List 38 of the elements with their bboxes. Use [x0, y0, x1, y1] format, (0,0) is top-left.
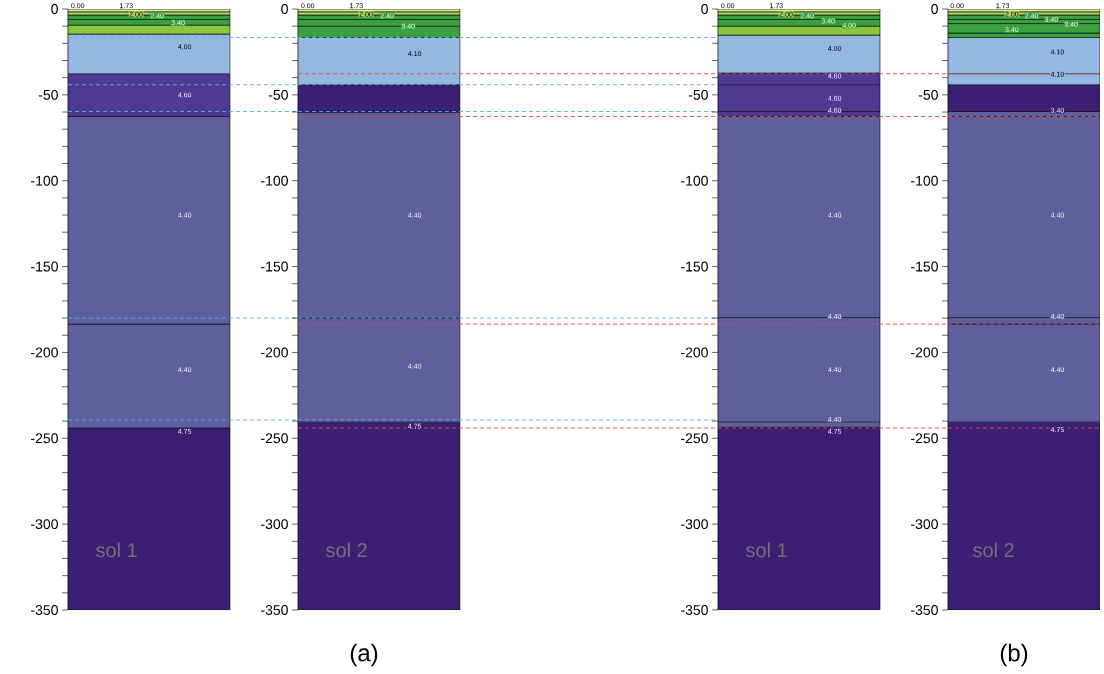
- y-tick-label: -200: [911, 347, 938, 358]
- y-tick-label: -150: [911, 261, 938, 272]
- y-tick-label: -250: [31, 433, 58, 444]
- y-tick-label: -50: [918, 89, 938, 100]
- y-tick-label: -200: [681, 347, 708, 358]
- y-tick-label: -350: [911, 605, 938, 615]
- y-tick-label: -150: [261, 261, 288, 272]
- y-tick-label: -100: [31, 175, 58, 186]
- y-tick-label: -250: [911, 433, 938, 444]
- y-tick-label: 0: [281, 4, 288, 14]
- y-tick-label: -200: [31, 347, 58, 358]
- y-tick-label: -300: [261, 519, 288, 530]
- y-tick-label: -100: [681, 175, 708, 186]
- y-tick-label: -350: [681, 605, 708, 615]
- x-tick-label: sol 2: [326, 542, 367, 558]
- y-tick-label: -150: [681, 261, 708, 272]
- y-tick-label: 0: [931, 4, 938, 14]
- y-tick-label: 0: [51, 4, 58, 14]
- y-tick-label: -250: [261, 433, 288, 444]
- y-tick-label: -100: [261, 175, 288, 186]
- x-tick-label: sol 2: [973, 542, 1014, 558]
- y-tick-label: -300: [681, 519, 708, 530]
- y-tick-label: -150: [31, 261, 58, 272]
- y-tick-label: -50: [688, 89, 708, 100]
- text: (b): [1000, 643, 1028, 667]
- x-tick-label: sol 1: [746, 542, 787, 558]
- y-tick-label: 0: [701, 4, 708, 14]
- y-tick-label: -50: [268, 89, 288, 100]
- x-tick-label: sol 1: [96, 542, 137, 558]
- y-tick-label: -200: [261, 347, 288, 358]
- y-tick-label: -50: [38, 89, 58, 100]
- y-tick-label: -100: [911, 175, 938, 186]
- text: (a): [350, 643, 378, 667]
- y-tick-label: -300: [31, 519, 58, 530]
- y-tick-label: -350: [31, 605, 58, 615]
- y-tick-label: -300: [911, 519, 938, 530]
- y-tick-label: -350: [261, 605, 288, 615]
- y-tick-label: -250: [681, 433, 708, 444]
